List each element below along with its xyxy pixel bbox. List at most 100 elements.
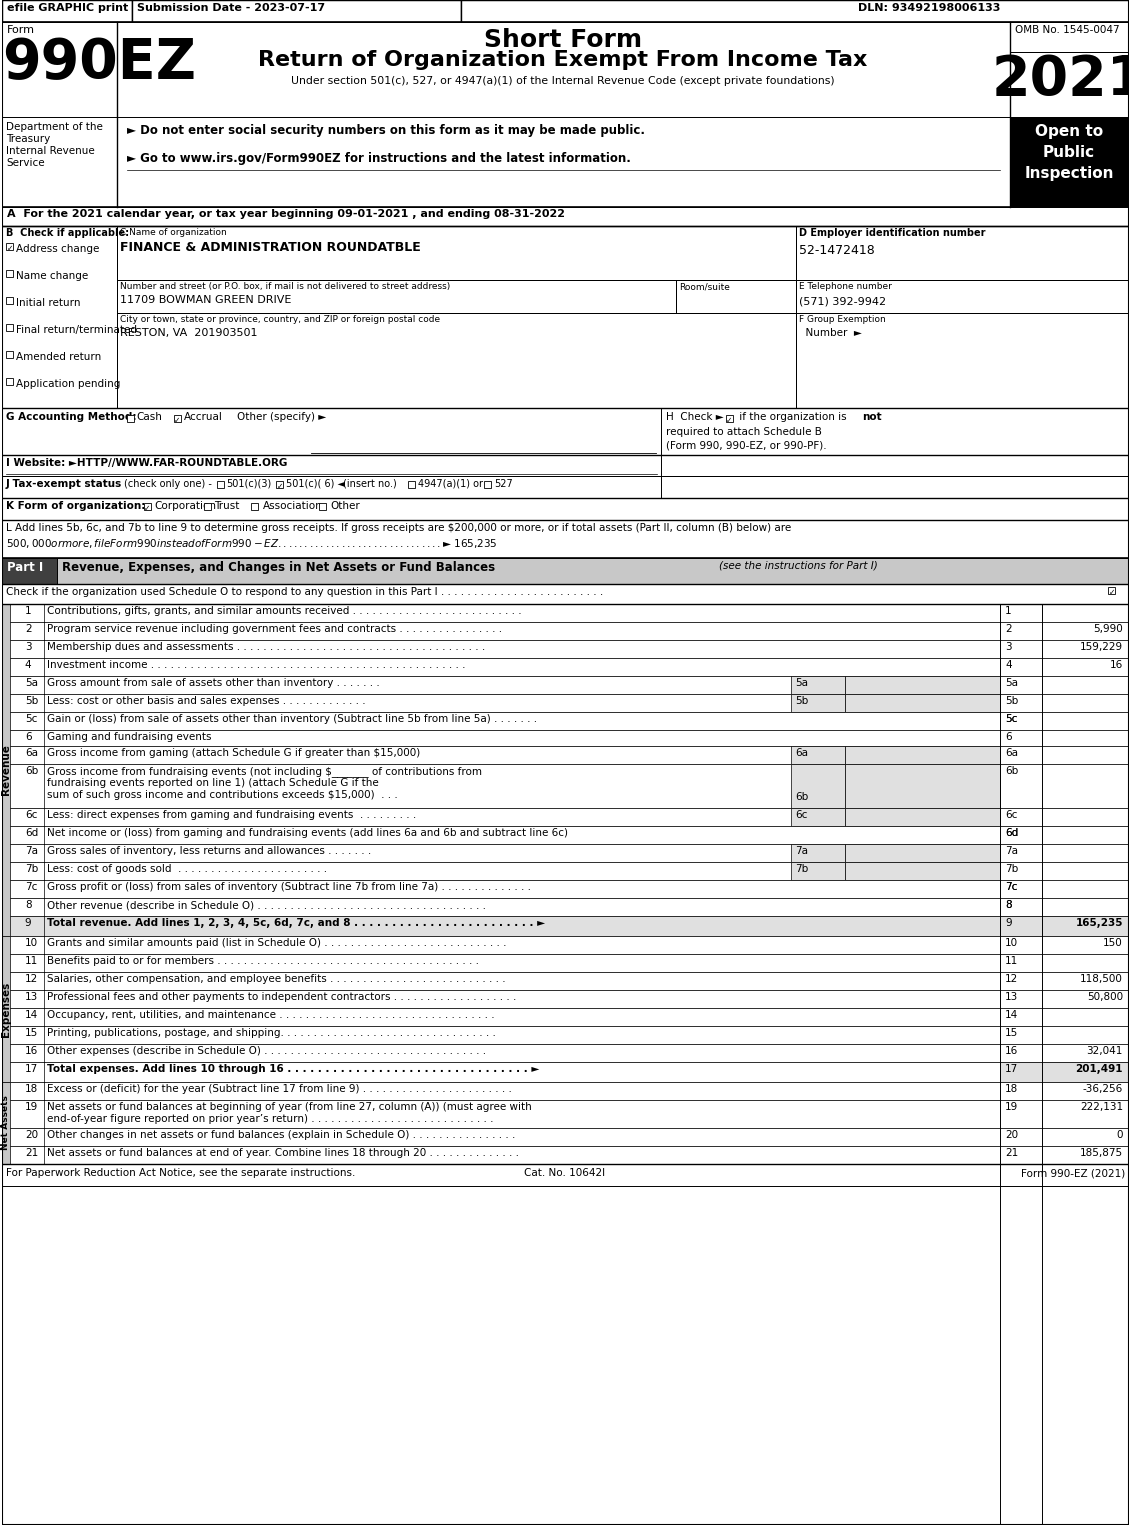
Text: H  Check ►: H Check ►	[666, 412, 724, 422]
Bar	[252, 503, 259, 509]
Text: Check if the organization used Schedule O to respond to any question in this Par: Check if the organization used Schedule …	[6, 587, 603, 596]
Text: Total revenue. Add lines 1, 2, 3, 4, 5c, 6d, 7c, and 8 . . . . . . . . . . . . .: Total revenue. Add lines 1, 2, 3, 4, 5c,…	[46, 918, 545, 929]
Text: 17: 17	[1005, 1064, 1018, 1074]
Bar	[2, 746, 1129, 764]
Text: 222,131: 222,131	[1079, 1103, 1123, 1112]
Text: (check only one) -: (check only one) -	[124, 479, 211, 490]
Text: 18: 18	[25, 1084, 38, 1093]
Bar	[2, 990, 1129, 1008]
Text: 990EZ: 990EZ	[2, 37, 196, 90]
Bar	[2, 499, 1129, 520]
Text: 4: 4	[25, 660, 32, 669]
Text: Application pending: Application pending	[16, 380, 121, 389]
Bar	[2, 21, 116, 117]
Bar	[461, 0, 1129, 21]
Text: Net income or (loss) from gaming and fundraising events (add lines 6a and 6b and: Net income or (loss) from gaming and fun…	[46, 828, 568, 839]
Text: Form 990-EZ (2021): Form 990-EZ (2021)	[1021, 1168, 1124, 1177]
Text: 5c: 5c	[1005, 714, 1017, 724]
Text: Membership dues and assessments . . . . . . . . . . . . . . . . . . . . . . . . : Membership dues and assessments . . . . …	[46, 642, 485, 653]
Text: 6: 6	[25, 732, 32, 743]
Text: 17: 17	[25, 1064, 38, 1074]
Text: Final return/terminated: Final return/terminated	[16, 325, 137, 336]
Bar	[174, 415, 181, 422]
Text: Corporation: Corporation	[155, 502, 217, 511]
Text: 7c: 7c	[1005, 881, 1017, 892]
Text: (571) 392-9942: (571) 392-9942	[798, 296, 885, 307]
Text: 6a: 6a	[1005, 747, 1018, 758]
Bar	[2, 880, 1129, 898]
Text: ► Go to www.irs.gov/Form990EZ for instructions and the latest information.: ► Go to www.irs.gov/Form990EZ for instru…	[126, 152, 631, 165]
Bar	[2, 1045, 1129, 1061]
Text: $500,000 or more, file Form 990 instead of Form 990-EZ . . . . . . . . . . . . .: $500,000 or more, file Form 990 instead …	[6, 537, 498, 551]
Bar	[2, 843, 1129, 862]
Text: Address change: Address change	[16, 244, 99, 255]
Bar	[790, 764, 846, 808]
Text: 3: 3	[25, 642, 32, 653]
Text: Amended return: Amended return	[16, 352, 102, 361]
Bar	[1010, 52, 1129, 117]
Bar	[2, 1083, 10, 1164]
Text: Occupancy, rent, utilities, and maintenance . . . . . . . . . . . . . . . . . . : Occupancy, rent, utilities, and maintena…	[46, 1010, 495, 1020]
Bar	[1010, 21, 1129, 52]
Text: 5c: 5c	[1005, 714, 1017, 724]
Text: Other revenue (describe in Schedule O) . . . . . . . . . . . . . . . . . . . . .: Other revenue (describe in Schedule O) .…	[46, 900, 485, 910]
Text: DLN: 93492198006133: DLN: 93492198006133	[858, 3, 1000, 14]
Bar	[846, 862, 1000, 880]
Text: Excess or (deficit) for the year (Subtract line 17 from line 9) . . . . . . . . : Excess or (deficit) for the year (Subtra…	[46, 1084, 511, 1093]
Text: Less: cost of goods sold  . . . . . . . . . . . . . . . . . . . . . . .: Less: cost of goods sold . . . . . . . .…	[46, 865, 327, 874]
Text: 201,491: 201,491	[1076, 1064, 1123, 1074]
Text: 13: 13	[1005, 991, 1018, 1002]
Text: 7a: 7a	[25, 846, 38, 856]
Text: Cat. No. 10642I: Cat. No. 10642I	[524, 1168, 605, 1177]
Text: Short Form: Short Form	[484, 27, 642, 52]
Bar	[846, 694, 1000, 712]
Text: 8: 8	[25, 900, 32, 910]
Bar	[6, 351, 12, 358]
Text: 20: 20	[1005, 1130, 1018, 1141]
Text: -36,256: -36,256	[1083, 1084, 1123, 1093]
Text: 50,800: 50,800	[1087, 991, 1123, 1002]
Bar	[2, 584, 1129, 604]
Bar	[2, 558, 56, 584]
Bar	[2, 898, 1129, 917]
Text: Part I: Part I	[7, 561, 43, 573]
Text: efile GRAPHIC print: efile GRAPHIC print	[7, 3, 129, 14]
Text: City or town, state or province, country, and ZIP or foreign postal code: City or town, state or province, country…	[120, 316, 440, 323]
Bar	[6, 297, 12, 303]
Text: Other changes in net assets or fund balances (explain in Schedule O) . . . . . .: Other changes in net assets or fund bala…	[46, 1130, 515, 1141]
Text: Gaming and fundraising events: Gaming and fundraising events	[46, 732, 211, 743]
Bar	[2, 676, 1129, 694]
Text: G Accounting Method:: G Accounting Method:	[6, 412, 137, 422]
Text: ✓: ✓	[726, 415, 733, 424]
Text: Contributions, gifts, grants, and similar amounts received . . . . . . . . . . .: Contributions, gifts, grants, and simila…	[46, 605, 522, 616]
Bar	[2, 1100, 1129, 1128]
Text: ✓: ✓	[1109, 587, 1115, 596]
Bar	[2, 712, 1129, 730]
Bar	[2, 730, 1129, 746]
Text: Benefits paid to or for members . . . . . . . . . . . . . . . . . . . . . . . . : Benefits paid to or for members . . . . …	[46, 956, 479, 965]
Text: Name change: Name change	[16, 271, 88, 281]
Text: 6b: 6b	[796, 791, 808, 802]
Text: 6c: 6c	[25, 810, 37, 820]
Text: Program service revenue including government fees and contracts . . . . . . . . : Program service revenue including govern…	[46, 624, 502, 634]
Text: 5b: 5b	[796, 695, 808, 706]
Bar	[2, 808, 1129, 827]
Bar	[1000, 917, 1129, 936]
Text: 2021: 2021	[992, 53, 1129, 107]
Bar	[2, 1164, 1129, 1186]
Text: D Employer identification number: D Employer identification number	[798, 229, 986, 238]
Text: Association: Association	[262, 502, 322, 511]
Bar	[2, 1026, 1129, 1045]
Bar	[116, 226, 796, 281]
Bar	[116, 21, 1010, 117]
Text: Return of Organization Exempt From Income Tax: Return of Organization Exempt From Incom…	[259, 50, 868, 70]
Text: 165,235: 165,235	[1076, 918, 1123, 929]
Text: 185,875: 185,875	[1079, 1148, 1123, 1157]
Bar	[2, 657, 1129, 676]
Text: 9: 9	[25, 918, 32, 929]
Text: 501(c)(3): 501(c)(3)	[227, 479, 272, 490]
Bar	[1010, 117, 1129, 207]
Bar	[2, 604, 10, 936]
Text: 8: 8	[1005, 900, 1012, 910]
Text: required to attach Schedule B: required to attach Schedule B	[666, 427, 822, 438]
